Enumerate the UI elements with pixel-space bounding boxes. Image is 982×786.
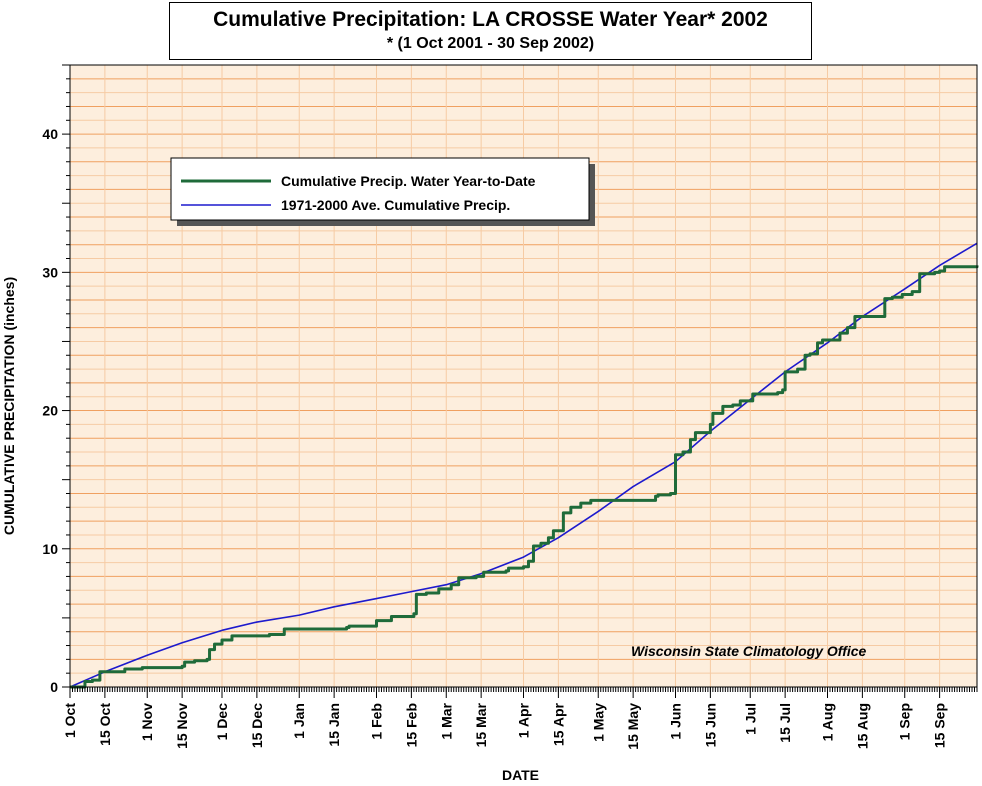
x-tick-label: 1 Dec [214, 703, 230, 741]
x-tick-label: 15 Nov [174, 703, 190, 749]
vertical-grid [69, 65, 941, 687]
legend-box [170, 157, 590, 221]
x-tick-label: 1 Jul [742, 703, 758, 735]
chart-subtitle: * (1 Oct 2001 - 30 Sep 2002) [386, 35, 595, 52]
x-tick-label: 15 Jun [702, 703, 718, 747]
x-tick-label: 15 Sep [932, 703, 948, 748]
x-tick-label: 1 Mar [438, 702, 454, 739]
x-tick-label: 15 Dec [249, 703, 265, 748]
series-line-average [69, 242, 978, 688]
y-tick-label: 0 [50, 679, 58, 695]
series-layer [69, 242, 979, 689]
y-tick-label: 30 [42, 264, 58, 280]
y-tick-label: 10 [42, 541, 58, 557]
x-tick-label: 1 Feb [369, 703, 385, 740]
y-axis: 0 10 20 30 40 [42, 64, 70, 695]
chart-title: Cumulative Precipitation: LA CROSSE Wate… [213, 8, 768, 31]
legend-label: 1971-2000 Ave. Cumulative Precip. [281, 197, 510, 213]
x-tick-label: 1 Sep [897, 703, 913, 740]
y-tick-label: 20 [42, 403, 58, 419]
legend: Cumulative Precip. Water Year-to-Date 197… [170, 157, 595, 226]
x-tick-label: 15 Oct [97, 703, 113, 746]
x-tick-label: 15 Jul [777, 703, 793, 743]
x-tick-label: 1 Oct [62, 703, 78, 738]
x-tick-label: 1 Jan [291, 703, 307, 739]
x-axis: 1 Oct 15 Oct 1 Nov 15 Nov 1 Dec 15 Dec 1 Jan 15… [62, 687, 978, 750]
x-tick-label: 1 Nov [139, 703, 155, 741]
y-axis-label: CUMULATIVE PRECIPITATION (inches) [1, 277, 17, 535]
x-tick-label: 1 May [590, 703, 606, 742]
y-tick-label: 40 [42, 126, 58, 142]
x-tick-label: 15 Jan [326, 703, 342, 747]
x-tick-label: 1 Apr [516, 702, 532, 738]
series-line-observed [70, 265, 979, 689]
x-tick-label: 15 Aug [854, 703, 870, 749]
x-tick-label: 15 Feb [403, 703, 419, 747]
chart-title-box: Cumulative Precipitation: LA CROSSE Wate… [169, 2, 812, 60]
x-tick-label: 15 May [625, 703, 641, 750]
x-tick-label: 15 Mar [473, 702, 489, 747]
legend-label: Cumulative Precip. Water Year-to-Date [281, 173, 536, 189]
x-axis-label: DATE [502, 767, 539, 783]
x-tick-label: 1 Jun [668, 703, 684, 740]
credit-annotation: Wisconsin State Climatology Office [631, 643, 867, 659]
x-tick-label: 1 Aug [820, 703, 836, 741]
x-tick-label: 15 Apr [550, 702, 566, 746]
